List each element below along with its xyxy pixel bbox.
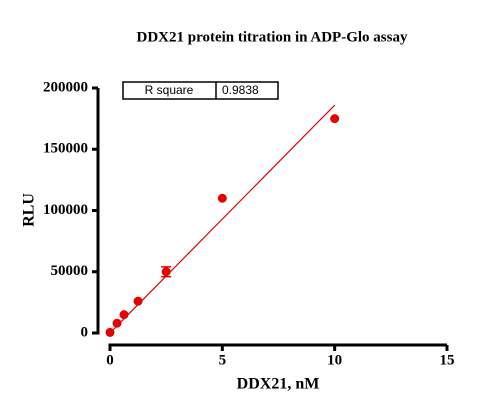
data-point [119,310,129,320]
data-point [133,296,143,306]
x-tick-label: 10 [327,352,342,368]
y-tick-label: 100000 [43,202,88,218]
x-tick-label: 15 [440,352,455,368]
data-point [217,193,227,203]
data-point [112,318,122,328]
y-tick-label: 150000 [43,141,88,157]
y-tick-label: 0 [81,324,89,340]
data-point [161,267,171,277]
x-tick-label: 0 [106,352,114,368]
chart-title: DDX21 protein titration in ADP-Glo assay [137,29,408,45]
data-point [330,114,340,124]
data-point [105,327,115,337]
annotation-value: 0.9838 [222,83,259,97]
annotation-box [122,81,279,100]
y-axis-label: RLU [21,193,38,227]
y-tick-label: 200000 [43,79,88,95]
annotation-label: R square [145,83,194,97]
r-square-box: R square 0.9838 [122,81,279,100]
y-tick-label: 50000 [51,263,89,279]
x-axis-label: DDX21, nM [237,376,320,393]
fit-line [109,104,336,334]
x-tick-label: 5 [219,352,227,368]
